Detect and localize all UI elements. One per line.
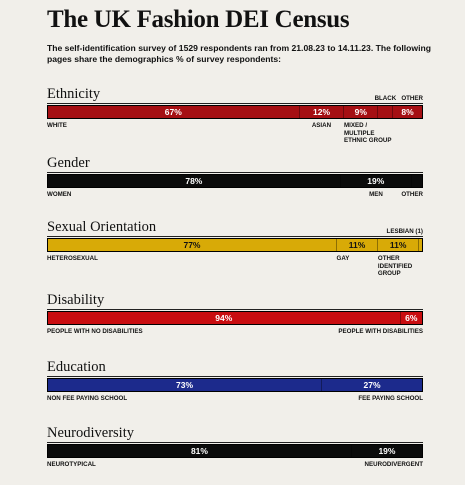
chart-title: Neurodiversity [47,425,134,441]
category-label-other-identified-group: Other Identified Group [377,255,413,277]
segment-value-label: 8% [401,107,414,117]
bar-segment-neurotypical: 81% [48,445,351,457]
chart-title: Ethnicity [47,86,101,102]
bar-segment-non-fee-paying-school: 73% [48,379,322,391]
segment-value-label: 11% [389,240,407,250]
title-rule [47,172,423,173]
segment-value-label: 9% [354,107,367,117]
stacked-bar: 78% 19% [47,174,423,188]
chart-neurodiversity: Neurodiversity 81% 19% Neurotypical Neurodiv… [47,425,423,468]
chart-gender: Gender 78% 19% Women Men Other [47,155,423,198]
bar-segment-other [410,175,422,187]
bar-segment-fee-paying-school: 27% [321,379,422,391]
bar-segment-white: 67% [48,106,299,118]
category-label-heterosexual: Heterosexual [47,255,98,262]
category-label-people-with-no-disabilities: People with no disabilities [47,328,143,335]
segment-value-label: 94% [215,313,233,323]
category-label-men: Men [369,191,383,198]
category-label-other: Other [401,191,423,198]
segment-value-label: 77% [183,240,201,250]
segment-value-label: 67% [164,107,182,117]
category-label-mixed-multiple-ethnic-group: Mixed / Multiple Ethnic Group [344,122,392,144]
title-rule [47,442,423,443]
stacked-bar: 81% 19% [47,444,423,458]
chart-ethnicity: Ethnicity 67% 12% 9% 8% White Asian Mixed / Mul… [47,86,423,144]
bar-segment-men: 19% [339,175,411,187]
category-label-non-fee-paying-school: Non fee paying school [47,395,128,402]
segment-value-label: 19% [378,446,396,456]
chart-education: Education 73% 27% Non fee paying school Fee … [47,359,423,402]
title-rule [47,376,423,377]
page-title: The UK Fashion DEI Census [47,6,350,33]
category-label-lesbian-1: Lesbian (1) [386,228,423,235]
bar-segment-lesbian-1 [418,239,422,251]
bar-segment-heterosexual: 77% [48,239,336,251]
bar-segment-women: 78% [48,175,340,187]
title-rule [47,236,423,237]
chart-title: Gender [47,155,90,171]
segment-value-label: 78% [185,176,203,186]
chart-sexual-orientation: Sexual Orientation 77% 11% 11% Heterosexual G… [47,219,423,277]
category-label-black: Black [374,95,397,102]
chart-title: Sexual Orientation [47,219,157,235]
category-label-asian: Asian [311,122,332,129]
segment-value-label: 81% [190,446,208,456]
title-rule [47,103,423,104]
chart-title: Disability [47,292,105,308]
segment-value-label: 19% [367,176,385,186]
bar-segment-mixed-multiple-ethnic-group: 9% [343,106,378,118]
stacked-bar: 77% 11% 11% [47,238,423,252]
bar-segment-gay: 11% [335,239,378,251]
bar-segment-people-with-no-disabilities: 94% [48,312,400,324]
category-label-neurotypical: Neurotypical [47,461,96,468]
segment-value-label: 73% [176,380,194,390]
category-label-gay: Gay [336,255,350,262]
category-label-people-with-disabilities: People with disabilities [338,328,423,335]
stacked-bar: 94% 6% [47,311,423,325]
segment-value-label: 6% [405,313,418,323]
chart-disability: Disability 94% 6% People with no disabiliti… [47,292,423,335]
category-label-other: Other [401,95,423,102]
bar-segment-black [377,106,393,118]
category-label-neurodivergent: Neurodivergent [364,461,423,468]
category-label-fee-paying-school: Fee paying school [358,395,423,402]
page-subtitle: The self-identification survey of 1529 r… [47,43,431,64]
bar-segment-other-identified-group: 11% [377,239,419,251]
stacked-bar: 73% 27% [47,378,423,392]
bar-segment-people-with-disabilities: 6% [399,312,422,324]
bar-segment-asian: 12% [298,106,344,118]
segment-value-label: 12% [313,107,331,117]
category-label-women: Women [47,191,72,198]
title-rule [47,309,423,310]
bar-segment-neurodivergent: 19% [350,445,422,457]
stacked-bar: 67% 12% 9% 8% [47,105,423,119]
segment-value-label: 27% [363,380,381,390]
chart-title: Education [47,359,106,375]
bar-segment-other: 8% [392,106,422,118]
segment-value-label: 11% [348,240,366,250]
category-label-white: White [47,122,67,129]
